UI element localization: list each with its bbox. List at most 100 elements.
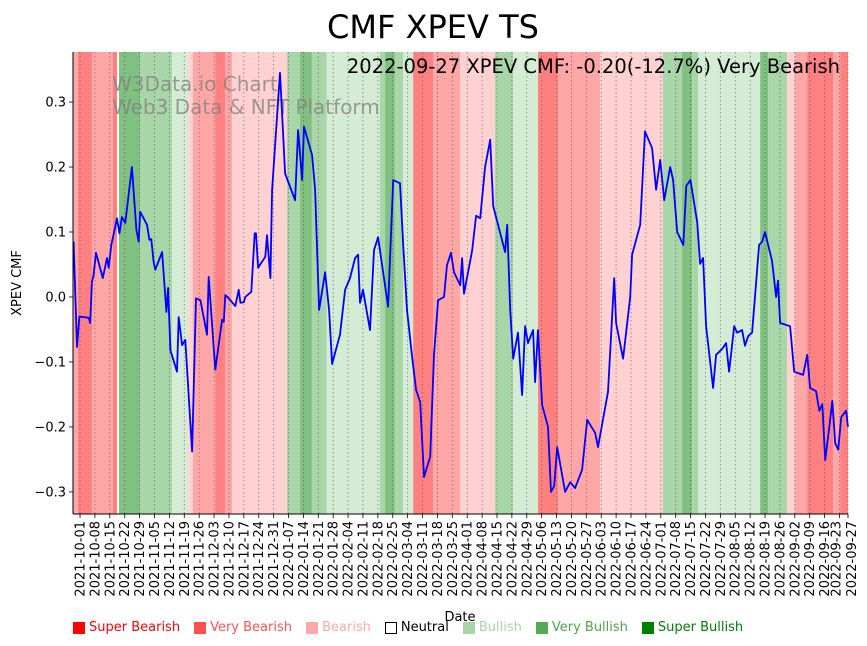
x-tick-label: 2022-08-05	[729, 521, 744, 597]
legend-label: Very Bearish	[210, 620, 292, 635]
x-tick-label: 2022-01-21	[312, 521, 327, 597]
legend-swatch	[384, 621, 397, 634]
x-tick-label: 2022-02-25	[386, 521, 401, 597]
x-tick-label: 2022-03-25	[446, 521, 461, 597]
x-tick-label: 2022-03-18	[431, 521, 446, 597]
band-Bu	[326, 52, 380, 514]
x-tick-label: 2022-04-29	[520, 521, 535, 597]
x-tick-label: 2022-07-22	[699, 521, 714, 597]
x-tick-label: 2022-04-22	[505, 521, 520, 597]
band-Bu	[698, 52, 761, 514]
legend-swatch	[535, 621, 548, 634]
x-tick-label: 2022-06-03	[595, 521, 610, 597]
band-SB	[840, 52, 848, 514]
band-Bu	[403, 52, 414, 514]
x-tick-label: 2021-12-24	[252, 521, 267, 597]
x-tick-label: 2022-09-02	[788, 521, 803, 597]
band-B	[232, 52, 288, 514]
band-VBu	[494, 52, 514, 514]
x-tick-label: 2021-10-01	[74, 521, 89, 597]
band-Bu	[513, 52, 539, 514]
y-axis-label: XPEV CMF	[10, 250, 25, 316]
x-tick-label: 2022-02-11	[356, 521, 371, 597]
band-SBu	[385, 52, 395, 514]
band-VB	[833, 52, 841, 514]
x-tick-label: 2022-09-23	[829, 521, 844, 597]
x-tick-label: 2022-08-12	[744, 521, 759, 597]
x-tick-label: 2021-12-17	[237, 521, 252, 597]
legend-swatch	[194, 621, 207, 634]
x-tick-label: 2021-10-15	[103, 521, 118, 597]
x-tick-label: 2022-07-01	[654, 521, 669, 597]
x-tick-label: 2022-02-18	[371, 521, 386, 597]
x-tick-label: 2021-10-08	[88, 521, 103, 597]
x-tick-label: 2022-04-08	[476, 521, 491, 597]
y-tick-label: −0.3	[34, 485, 66, 500]
legend-swatch	[73, 621, 85, 634]
band-VBu	[379, 52, 386, 514]
y-tick-label: 0.3	[45, 96, 66, 111]
y-tick-label: −0.1	[34, 355, 66, 370]
x-tick-label: 2021-12-10	[222, 521, 237, 597]
legend-item-VB: Very Bearish	[194, 620, 292, 635]
legend-label: Super Bearish	[89, 620, 181, 635]
x-ticks: 2021-10-01 2021-10-08 2021-10-15 2021-10-22…	[74, 514, 860, 597]
y-tick-label: 0.2	[45, 161, 66, 176]
band-VBu	[287, 52, 300, 514]
x-tick-label: 2022-09-27	[845, 521, 860, 597]
x-tick-label: 2021-12-03	[208, 521, 223, 597]
band-B	[787, 52, 795, 514]
cmf-line	[72, 71, 849, 493]
x-tick-label: 2022-05-27	[580, 521, 595, 597]
band-SBu	[760, 52, 769, 514]
band-SB	[215, 52, 226, 514]
legend-label: Very Bullish	[551, 620, 628, 635]
band-Bu	[172, 52, 189, 514]
legend-label: Bullish	[478, 620, 522, 635]
band-VB	[91, 52, 113, 514]
legend-label: Neutral	[400, 620, 449, 635]
y-tick-label: −0.2	[34, 420, 66, 435]
x-tick-label: 2022-06-24	[639, 521, 654, 597]
band-SB	[807, 52, 834, 514]
band-VBu	[140, 52, 173, 514]
x-tick-label: 2022-06-17	[625, 521, 640, 597]
y-tick-label: 0.0	[45, 290, 66, 305]
legend-item-VBu: Very Bullish	[535, 620, 628, 635]
latest-annotation: 2022-09-27 XPEV CMF: -0.20(-12.7%) Very …	[347, 55, 840, 78]
x-tick-label: 2021-12-31	[267, 521, 282, 597]
legend-item-Bu: Bullish	[462, 620, 522, 635]
x-tick-label: 2022-09-16	[818, 521, 833, 597]
band-VBu	[692, 52, 699, 514]
axes	[72, 52, 848, 515]
band-VB	[794, 52, 808, 514]
x-tick-label: 2021-11-26	[193, 521, 208, 597]
legend-label: Super Bullish	[657, 620, 744, 635]
x-tick-label: 2022-01-07	[282, 521, 297, 597]
x-tick-label: 2022-02-04	[342, 521, 357, 597]
x-tick-label: 2022-03-04	[401, 521, 416, 597]
x-tick-label: 2022-01-14	[297, 521, 312, 597]
x-tick-label: 2022-09-09	[803, 521, 818, 597]
legend-label: Bearish	[321, 620, 371, 635]
band-SBu	[299, 52, 312, 514]
band-SB	[538, 52, 559, 514]
x-tick-label: 2022-05-20	[565, 521, 580, 597]
y-ticks: 0.3 0.2 0.1 0.0 −0.1 −0.2 −0.3	[34, 96, 73, 500]
watermark: W3Data.io Chart Web3 Data & NFT Platform	[112, 72, 380, 119]
legend-item-SB: Super Bearish	[73, 620, 180, 635]
x-tick-label: 2022-06-10	[610, 521, 625, 597]
x-tick-label: 2022-04-01	[461, 521, 476, 597]
x-tick-label: 2022-07-15	[684, 521, 699, 597]
band-VB	[558, 52, 601, 514]
chart-title: CMF XPEV TS	[327, 8, 539, 46]
legend-item-N: Neutral	[384, 620, 449, 635]
x-tick-label: 2022-07-29	[714, 521, 729, 597]
band-VB	[192, 52, 216, 514]
band-VBu	[662, 52, 683, 514]
x-tick-label: 2022-05-06	[535, 521, 550, 597]
x-tick-label: 2021-10-22	[118, 521, 133, 597]
y-tick-label: 0.1	[45, 225, 66, 240]
watermark-line-2: Web3 Data & NFT Platform	[112, 95, 380, 119]
